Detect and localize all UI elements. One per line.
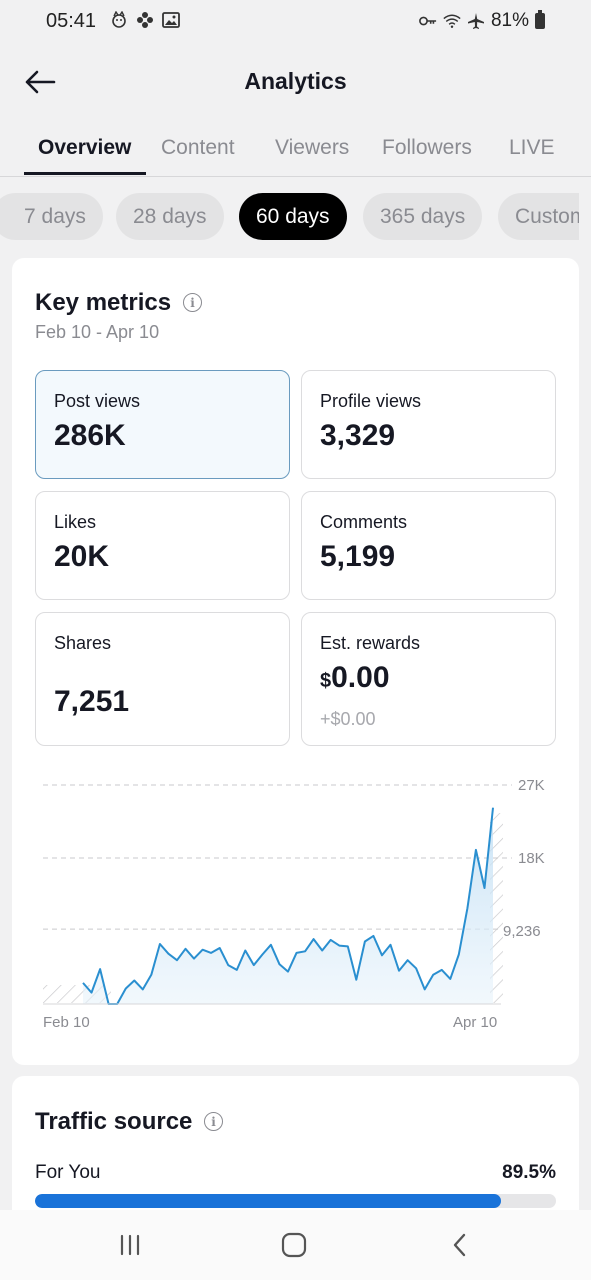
back-icon	[453, 1233, 466, 1257]
status-right: 81%	[419, 10, 545, 32]
key-icon	[419, 12, 437, 30]
system-nav-bar	[0, 1210, 591, 1280]
active-tab-indicator	[24, 172, 146, 175]
metric-profile-views[interactable]: Profile views 3,329	[301, 370, 556, 479]
recent-apps-icon	[120, 1234, 140, 1256]
metric-value: 20K	[54, 540, 110, 573]
wifi-icon	[443, 12, 461, 30]
airplane-icon	[467, 12, 485, 30]
traffic-source-card: Traffic source i For You 89.5%	[12, 1076, 579, 1236]
metric-label: Post views	[54, 391, 141, 411]
metric-post-views[interactable]: Post views 286K	[35, 370, 290, 479]
x-tick-start: Feb 10	[43, 1014, 90, 1031]
flower-icon	[136, 11, 154, 29]
header: Analytics	[0, 44, 591, 120]
period-7-days[interactable]: 7 days	[0, 193, 103, 240]
tab-live[interactable]: LIVE	[509, 136, 555, 159]
tab-content[interactable]: Content	[161, 136, 235, 159]
rewards-amount: 0.00	[331, 661, 390, 694]
traffic-progress-fill	[35, 1194, 502, 1208]
metric-est-rewards[interactable]: Est. rewards $0.00 +$0.00	[301, 612, 556, 746]
metric-label: Likes	[54, 512, 97, 532]
chart-series-line	[82, 807, 494, 1005]
back-button[interactable]	[22, 64, 58, 100]
metric-value: 5,199	[320, 540, 396, 573]
status-bar: 05:41 81%	[0, 0, 591, 44]
metric-likes[interactable]: Likes 20K	[35, 491, 290, 600]
y-tick-27k: 27K	[518, 777, 545, 794]
metric-label: Shares	[54, 633, 112, 653]
home-icon	[281, 1232, 307, 1258]
period-60-days[interactable]: 60 days	[239, 193, 347, 240]
recent-apps-button[interactable]	[110, 1230, 150, 1260]
home-button[interactable]	[274, 1230, 314, 1260]
info-icon[interactable]: i	[204, 1112, 223, 1131]
y-tick-18k: 18K	[518, 850, 545, 867]
system-back-button[interactable]	[440, 1230, 480, 1260]
gallery-icon	[162, 11, 180, 29]
metric-shares[interactable]: Shares 7,251	[35, 612, 290, 746]
metric-label: Profile views	[320, 391, 422, 411]
metric-label: Est. rewards	[320, 633, 421, 653]
period-selector: 7 days 28 days 60 days 365 days Custom	[0, 193, 579, 241]
chart-gridlines	[43, 784, 512, 930]
tab-bar: Overview Content Viewers Followers LIVE	[0, 120, 591, 177]
face-notification-icon	[110, 11, 128, 29]
status-time: 05:41	[46, 10, 97, 32]
metric-value: 286K	[54, 419, 126, 452]
info-icon[interactable]: i	[183, 293, 202, 312]
metric-value: 7,251	[54, 685, 130, 718]
battery-percent: 81%	[490, 10, 529, 31]
arrow-left-icon	[25, 70, 56, 94]
traffic-progress-bar	[35, 1194, 556, 1208]
period-custom[interactable]: Custom	[498, 193, 579, 240]
tab-overview[interactable]: Overview	[38, 136, 132, 159]
date-range: Feb 10 - Apr 10	[35, 322, 160, 342]
chart-area-fill	[83, 807, 493, 1004]
traffic-label: For You	[35, 1162, 101, 1183]
x-tick-end: Apr 10	[453, 1014, 497, 1031]
post-views-chart: 27K 18K 9,236 Feb 10 Apr 10	[43, 777, 545, 1031]
page-title: Analytics	[244, 68, 347, 94]
key-metrics-title: Key metrics	[35, 289, 172, 316]
period-28-days[interactable]: 28 days	[116, 193, 224, 240]
key-metrics-card: Key metrics i Feb 10 - Apr 10 Post views…	[12, 258, 579, 1065]
tab-viewers[interactable]: Viewers	[275, 136, 350, 159]
traffic-value: 89.5%	[502, 1162, 556, 1183]
currency-symbol: $	[320, 670, 332, 692]
traffic-source-title: Traffic source	[35, 1108, 193, 1135]
battery-icon	[535, 10, 545, 29]
metric-value: $0.00	[320, 661, 390, 695]
tab-followers[interactable]: Followers	[382, 136, 472, 159]
metric-label: Comments	[320, 512, 408, 532]
metric-value: 3,329	[320, 419, 396, 452]
metric-change: +$0.00	[320, 709, 376, 729]
metric-comments[interactable]: Comments 5,199	[301, 491, 556, 600]
status-left-icons	[110, 11, 180, 29]
chart-no-data-end	[490, 813, 503, 1003]
period-365-days[interactable]: 365 days	[363, 193, 483, 240]
y-tick-9236: 9,236	[503, 923, 541, 940]
